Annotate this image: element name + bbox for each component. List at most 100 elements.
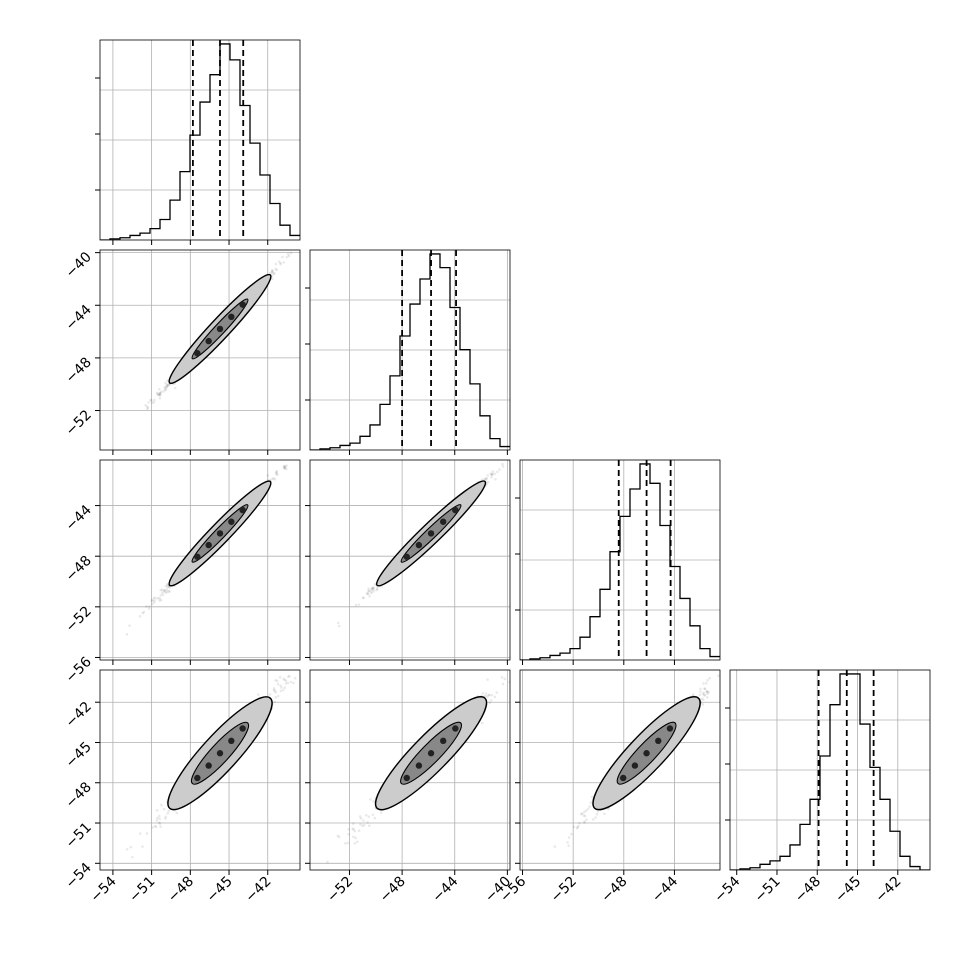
- sample-point: [163, 588, 167, 592]
- sample-point: [151, 602, 154, 606]
- hist-bin-0-7: [170, 200, 180, 240]
- sample-point: [606, 807, 610, 811]
- hist-bin-1-4: [350, 443, 360, 450]
- density-peak: [228, 518, 235, 525]
- sample-point: [367, 587, 370, 590]
- sample-point: [347, 828, 351, 831]
- sample-point: [282, 677, 285, 681]
- hist-bin-2-12: [640, 464, 650, 660]
- sample-point: [576, 826, 580, 829]
- sample-point: [588, 805, 591, 808]
- panel-content: [538, 674, 725, 875]
- hist-bin-0-12: [220, 44, 230, 240]
- sample-point: [164, 385, 167, 389]
- sample-point: [575, 826, 579, 830]
- sample-point: [717, 674, 720, 678]
- sample-point: [494, 477, 497, 481]
- sample-point: [511, 670, 514, 673]
- sample-point: [165, 583, 169, 586]
- xtick-label-2-3: −44: [649, 873, 681, 905]
- sample-point: [278, 676, 282, 679]
- sample-point: [371, 588, 375, 591]
- hist-bin-1-8: [390, 376, 400, 450]
- hist-line-0: [100, 43, 300, 240]
- sample-point: [279, 684, 282, 687]
- scatter-panel-3-1: −52 −48 −44 −40: [305, 669, 514, 906]
- sample-point: [490, 475, 493, 479]
- sample-point: [125, 847, 129, 851]
- sample-point: [160, 591, 164, 595]
- hist-bin-2-16: [680, 598, 690, 660]
- sample-point: [372, 586, 375, 589]
- sample-point: [150, 599, 154, 602]
- sample-point: [282, 466, 286, 470]
- sample-point: [361, 824, 364, 828]
- hist-bin-1-16: [470, 384, 480, 450]
- sample-point: [155, 819, 159, 822]
- hist-bin-0-3: [130, 235, 140, 240]
- sample-point: [283, 467, 287, 470]
- sample-point: [151, 401, 154, 405]
- sample-point: [706, 678, 709, 682]
- sample-point: [166, 586, 169, 589]
- sample-point: [154, 825, 158, 829]
- sample-point: [282, 688, 285, 692]
- sample-point: [300, 244, 303, 247]
- sample-point: [160, 390, 163, 394]
- hist-bin-3-9: [820, 756, 830, 870]
- sample-point: [156, 596, 160, 600]
- sample-point: [722, 681, 725, 684]
- sample-point: [501, 682, 505, 686]
- sample-point: [158, 817, 161, 821]
- density-peak: [205, 762, 212, 769]
- sample-point: [583, 821, 586, 824]
- sample-point: [292, 681, 295, 685]
- sample-point: [493, 472, 497, 476]
- sample-point: [570, 832, 573, 836]
- ytick-label-1-2: −44: [63, 302, 95, 334]
- sample-point: [157, 387, 161, 391]
- sample-point: [167, 590, 171, 593]
- sample-point: [272, 687, 276, 690]
- sample-point: [706, 690, 710, 693]
- sample-point: [138, 832, 142, 835]
- density-peak: [216, 530, 224, 537]
- scatter-panel-3-2: −56 −52 −48 −44: [497, 669, 725, 906]
- sample-point: [284, 682, 288, 685]
- hist-bin-1-11: [420, 279, 430, 450]
- xtick-label-2-2: −48: [598, 874, 630, 906]
- sample-point: [582, 814, 585, 817]
- sample-point: [538, 872, 541, 875]
- hist-bin-0-15: [250, 143, 260, 240]
- sample-point: [270, 268, 274, 272]
- sample-point: [165, 383, 169, 386]
- scatter-panel-2-0: −56 −52 −48 −44: [63, 459, 301, 686]
- sample-point: [584, 809, 588, 813]
- sample-point: [707, 691, 710, 694]
- sample-point: [271, 270, 274, 274]
- sample-point: [287, 254, 291, 258]
- sample-point: [699, 687, 702, 691]
- sample-point: [276, 694, 280, 698]
- xtick-label-1-0: −52: [324, 874, 356, 906]
- sample-point: [702, 682, 705, 685]
- panel-content: [730, 670, 930, 870]
- sample-point: [491, 473, 494, 476]
- sample-point: [553, 845, 557, 848]
- ytick-label-1-3: −40: [63, 249, 95, 281]
- panel-frame: [99, 459, 301, 661]
- sample-point: [283, 465, 286, 468]
- scatter-panel-2-1: [305, 459, 511, 665]
- sample-point: [326, 860, 329, 864]
- sample-point: [276, 682, 280, 686]
- sample-point: [590, 795, 594, 799]
- hist-bin-0-6: [160, 219, 170, 240]
- ytick-label-3-1: −51: [63, 820, 95, 852]
- sample-point: [491, 470, 495, 473]
- hist-bin-0-17: [270, 204, 280, 240]
- density-peak: [655, 737, 662, 745]
- sample-point: [578, 821, 581, 825]
- sample-point: [275, 471, 279, 475]
- sample-point: [583, 814, 587, 818]
- sample-point: [491, 472, 494, 476]
